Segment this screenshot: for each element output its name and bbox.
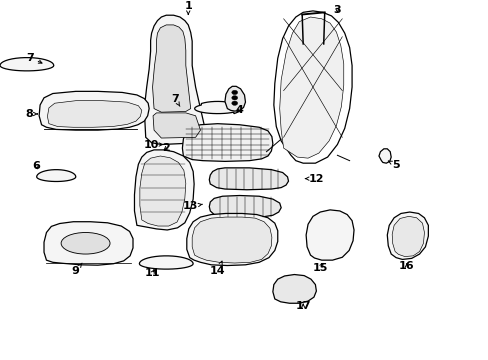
Text: 1: 1 [184,1,192,14]
Polygon shape [186,213,277,266]
Text: 4: 4 [235,105,243,116]
Text: 7: 7 [171,94,180,106]
Polygon shape [153,113,200,138]
Polygon shape [152,25,190,112]
Text: 12: 12 [305,174,324,184]
Polygon shape [144,15,207,144]
Text: 14: 14 [209,261,225,276]
Polygon shape [279,17,343,158]
Text: 16: 16 [398,261,414,271]
Polygon shape [305,210,353,260]
Polygon shape [44,222,133,265]
Text: 2: 2 [162,143,170,153]
Text: 15: 15 [312,263,327,273]
Text: 11: 11 [144,268,160,278]
Text: 10: 10 [143,140,163,149]
Text: 6: 6 [33,161,41,171]
Polygon shape [378,149,390,163]
Polygon shape [139,256,193,269]
Polygon shape [209,168,288,190]
Text: 9: 9 [72,263,82,276]
Text: 5: 5 [387,160,399,170]
Text: 7: 7 [26,53,42,63]
Polygon shape [194,102,240,114]
Circle shape [231,90,237,95]
Polygon shape [182,124,272,161]
Circle shape [231,101,237,105]
Text: 8: 8 [25,109,38,119]
Text: 17: 17 [295,301,310,311]
Text: 3: 3 [333,5,341,15]
Ellipse shape [61,233,110,254]
Polygon shape [386,212,427,260]
Polygon shape [134,150,194,230]
Text: 13: 13 [183,201,202,211]
Circle shape [231,96,237,100]
Polygon shape [272,275,316,303]
Polygon shape [209,195,281,218]
Polygon shape [391,216,424,257]
Polygon shape [0,58,54,71]
Polygon shape [140,156,185,226]
Polygon shape [273,11,351,163]
Polygon shape [47,101,142,127]
Polygon shape [37,170,76,181]
Polygon shape [192,217,271,263]
Polygon shape [39,91,149,130]
Polygon shape [224,86,245,111]
